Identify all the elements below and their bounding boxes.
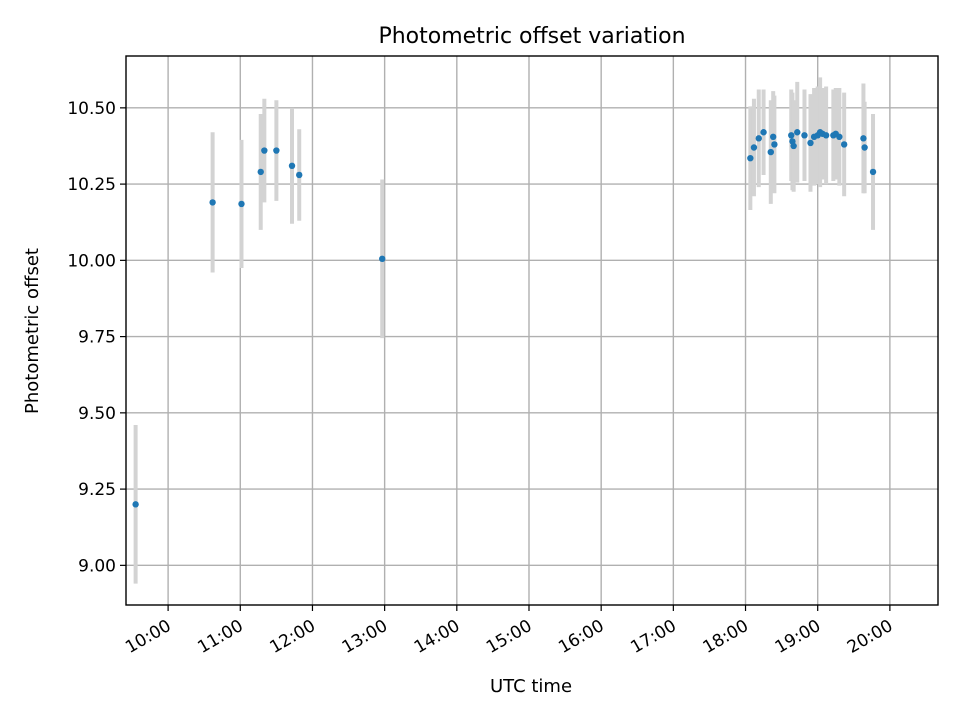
x-tick-label: 14:00 [411,616,463,658]
data-point [760,129,767,136]
data-point [288,162,296,169]
data-point [790,142,797,150]
y-tick-label: 10.00 [67,251,116,271]
data-point [379,255,386,263]
y-tick-label: 10.50 [67,99,116,119]
data-point [767,148,774,156]
data-point [238,200,245,208]
x-tick-label: 19:00 [772,616,824,658]
x-tick-label: 20:00 [844,616,896,658]
y-axis: 9.00 9.25 9.50 9.75 10.00 10.25 10.50 [67,99,126,576]
x-tick-label: 18:00 [700,616,752,658]
data-point [755,135,762,142]
data-point [257,168,264,176]
y-tick-label: 9.50 [78,404,116,424]
x-tick-label: 11:00 [194,616,246,658]
y-axis-label: Photometric offset [22,248,43,414]
data-point [771,141,778,148]
data-point [261,147,268,154]
data-point [209,199,216,206]
x-axis-label: UTC time [490,676,572,697]
data-point [840,141,848,148]
data-point [801,132,808,139]
x-tick-label: 13:00 [339,616,391,658]
y-tick-label: 10.25 [67,175,116,195]
data-point [769,133,777,141]
data-point [861,144,868,151]
plot-frame [125,55,939,606]
y-tick-label: 9.00 [78,556,116,576]
data-point [822,132,830,139]
chart-title: Photometric offset variation [378,24,685,49]
x-axis: 10:00 11:00 12:00 13:00 14:00 15:00 16:00 17:00… [122,605,896,658]
error-bars [133,77,876,584]
data-points [132,129,877,508]
y-tick-label: 9.25 [78,480,116,500]
data-point [794,129,801,136]
x-tick-label: 16:00 [555,616,607,658]
x-tick-label: 15:00 [483,616,535,658]
x-tick-label: 12:00 [267,616,319,658]
x-tick-label: 10:00 [122,616,174,658]
data-point [750,144,758,151]
data-point [836,133,843,141]
data-point [747,154,754,162]
data-point [860,135,867,142]
data-point [273,147,280,154]
grid [126,56,938,605]
data-point [807,139,814,147]
data-point [788,132,795,139]
data-point [296,171,303,179]
y-tick-label: 9.75 [78,328,116,348]
data-point [869,168,877,176]
data-point [132,501,139,508]
x-tick-label: 17:00 [627,616,679,658]
